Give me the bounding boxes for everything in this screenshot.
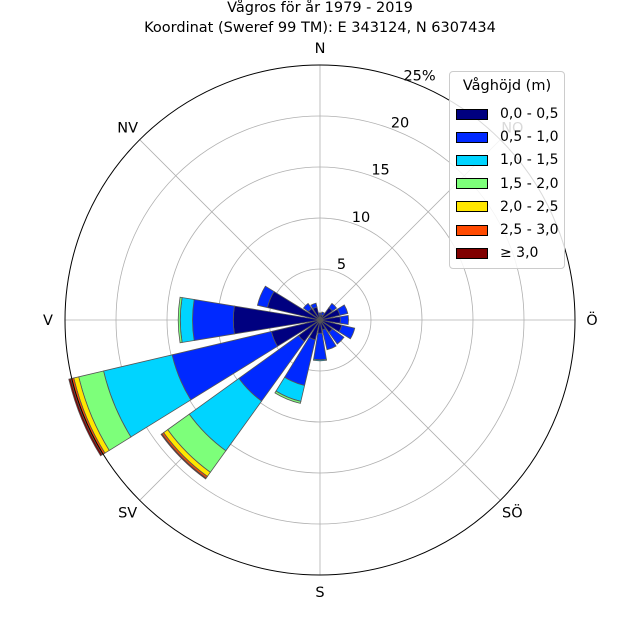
legend-entry-3: 1,5 - 2,0 [456,174,558,194]
direction-label-N: N [315,41,326,57]
legend-swatch-3 [456,178,488,190]
bar-segment-dir11-s6 [68,378,103,457]
legend-label-4: 2,0 - 2,5 [500,198,559,215]
legend-label-1: 0,5 - 1,0 [500,129,559,146]
radial-tick-label-2: 15 [371,163,389,179]
direction-label-SÖ: SÖ [502,503,523,521]
legend-entry-4: 2,0 - 2,5 [456,197,558,217]
bar-segment-dir2-s1 [328,302,338,312]
bar-segment-dir5-s1 [338,324,356,340]
bar-segment-dir13-s1 [256,285,275,309]
legend-swatch-5 [456,224,488,236]
legend-entry-6: ≥ 3,0 [456,243,538,263]
bar-segment-dir3-s1 [336,304,349,316]
polar-outer-ring [64,64,576,576]
legend-label-6: ≥ 3,0 [500,245,539,262]
legend-entry-5: 2,5 - 3,0 [456,220,558,240]
chart-subtitle: Koordinat (Sweref 99 TM): E 343124, N 63… [144,20,496,36]
bar-segment-dir9-s3 [274,390,302,404]
legend: Våghöjd (m) 0,0 - 0,5 0,5 - 1,0 1,0 - 1,5 1… [449,71,565,269]
grid-spoke-3 [319,319,501,501]
legend-title: Våghöjd (m) [462,78,552,94]
bar-segment-dir7-s1 [321,328,337,351]
grid-spoke-7 [139,139,321,321]
legend-label-3: 1,5 - 2,0 [500,175,559,192]
radial-tick-label-4: 25% [403,68,435,84]
legend-label-5: 2,5 - 3,0 [500,222,559,238]
bar-segment-dir12-s1 [192,299,235,341]
bar-segment-dir1-s1 [320,311,325,317]
bar-segment-dir8-s2 [312,358,328,362]
legend-swatch-0 [456,108,488,120]
radial-tick-label-1: 10 [352,210,370,226]
radial-tick-label-0: 5 [337,257,346,273]
legend-label-0: 0,0 - 0,5 [500,106,559,122]
bar-segment-dir6-s1 [328,328,345,345]
legend-swatch-1 [456,131,488,143]
bar-segment-dir14-s1 [302,302,313,313]
bar-segment-dir4-s1 [339,314,349,326]
bar-segment-dir12-s2 [179,297,195,343]
wave-rose-bars [68,285,356,480]
bar-segment-dir0-s1 [318,312,322,316]
legend-entry-2: 1,0 - 1,5 [456,150,558,170]
legend-label-2: 1,0 - 1,5 [500,152,559,169]
direction-label-Ö: Ö [586,311,597,329]
direction-label-NV: NV [117,121,138,137]
legend-swatch-2 [456,154,488,166]
radial-tick-label-3: 20 [391,116,409,132]
bar-segment-dir15-s1 [310,302,318,310]
legend-swatch-6 [456,247,488,259]
legend-entry-0: 0,0 - 0,5 [456,104,558,124]
chart-title: Vågros för år 1979 - 2019 [227,0,413,16]
legend-entry-1: 0,5 - 1,0 [456,127,558,147]
direction-label-V: V [43,313,53,329]
direction-label-S: S [315,585,324,601]
direction-label-SV: SV [118,505,137,521]
legend-swatch-4 [456,201,488,213]
bar-segment-dir10-s6 [160,433,207,480]
bar-segment-dir12-s3 [177,296,183,344]
